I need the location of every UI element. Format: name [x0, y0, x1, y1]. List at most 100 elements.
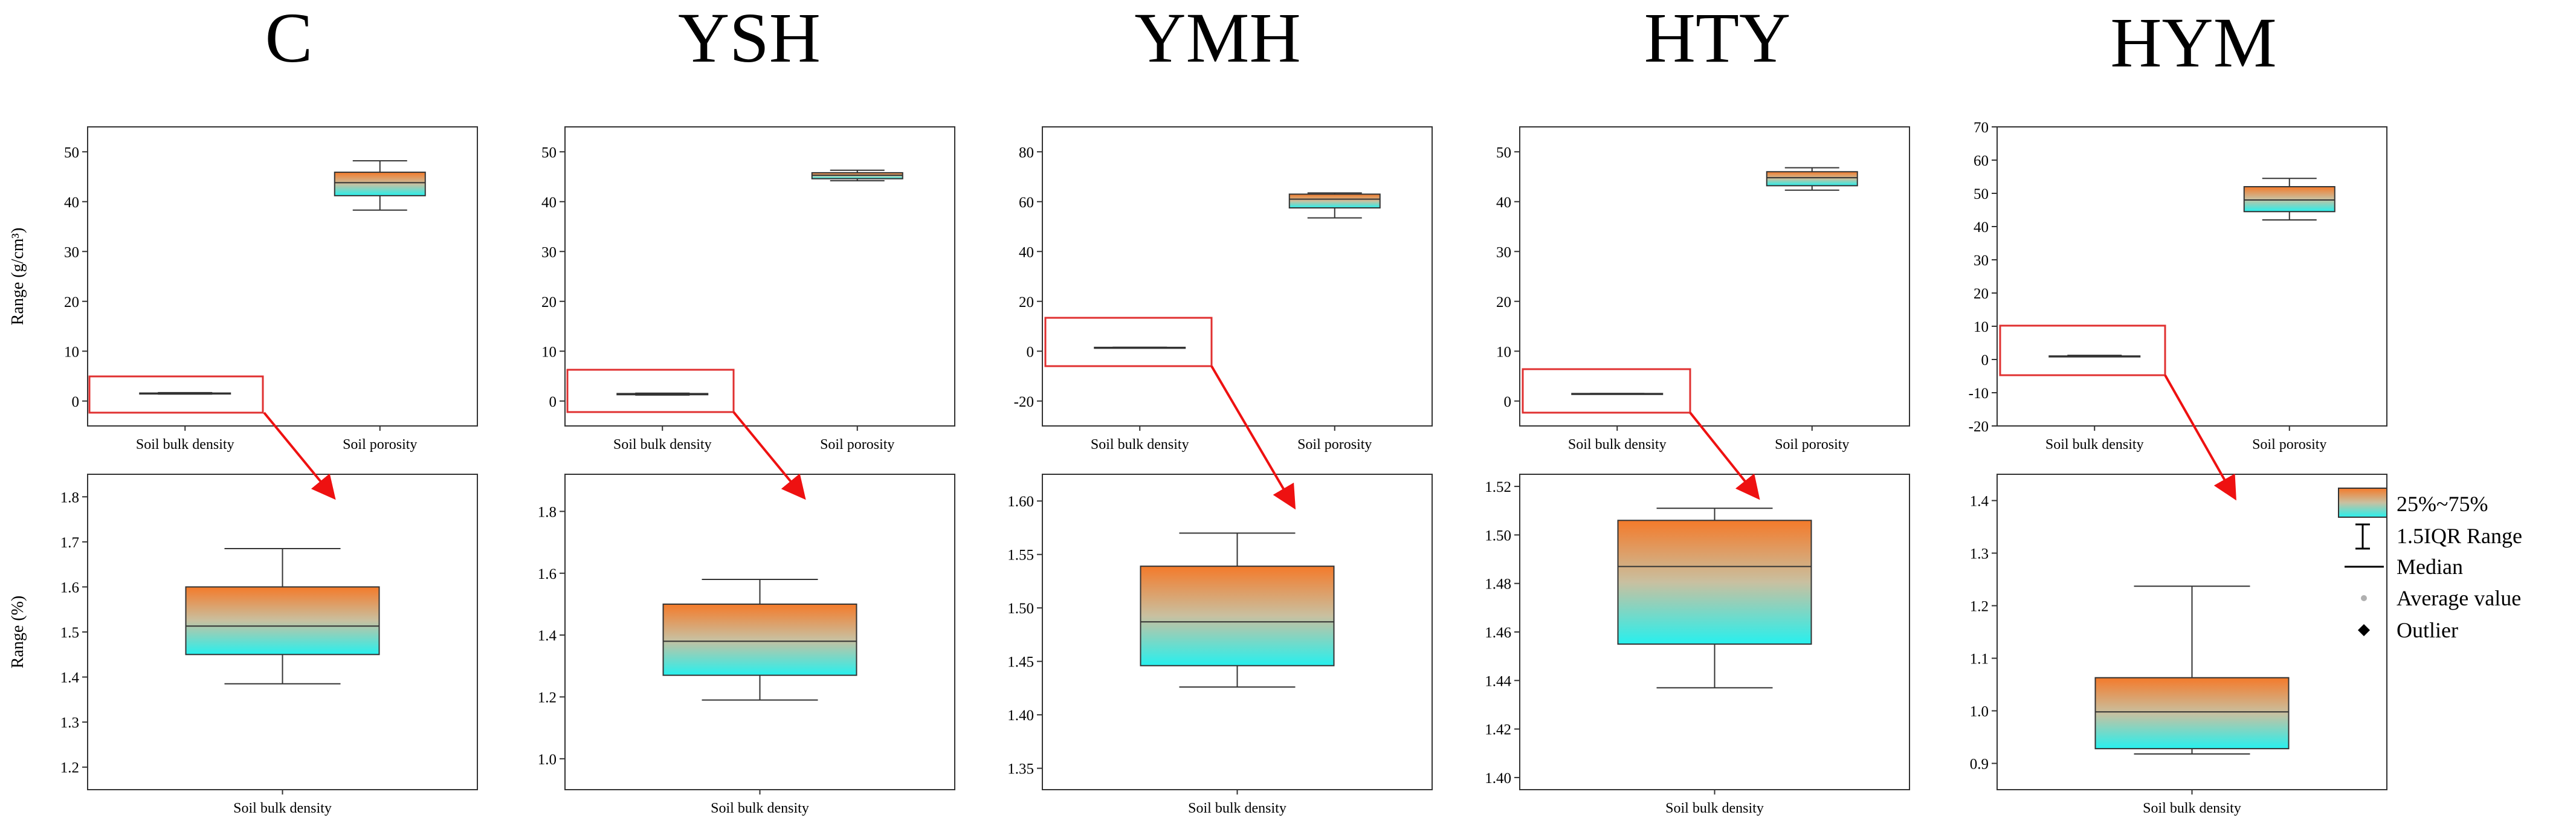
category-label: Soil bulk density: [2143, 801, 2241, 816]
y-tick-label: 1.7: [60, 535, 79, 551]
category-label: Soil porosity: [1297, 437, 1372, 453]
iqr-box: [662, 603, 857, 676]
y-tick-label: 1.0: [1970, 704, 1989, 720]
y-tick-label: 1.44: [1485, 673, 1511, 689]
category-label: Soil bulk density: [2045, 437, 2144, 453]
y-tick-label: 1.40: [1485, 770, 1511, 787]
y-tick-label: 40: [1019, 244, 1034, 260]
category-label: Soil bulk density: [233, 801, 332, 816]
y-tick-label: 1.42: [1485, 722, 1511, 738]
y-tick-label: 1.3: [60, 715, 79, 731]
y-tick-label: 1.6: [60, 579, 79, 596]
category-label: Soil porosity: [2252, 437, 2326, 453]
y-tick-label: 50: [1974, 186, 1989, 202]
zoom-highlight-box: [566, 369, 735, 413]
y-tick-label: 20: [64, 294, 79, 311]
zoom-highlight-box: [88, 375, 264, 414]
y-tick-label: 1.45: [1007, 654, 1034, 671]
y-tick-label: 70: [1974, 120, 1989, 136]
legend-box-swatch: [2338, 488, 2387, 518]
y-tick-label: 10: [64, 344, 79, 360]
category-label: Soil bulk density: [711, 801, 809, 816]
y-tick-label: 1.2: [60, 760, 79, 776]
y-tick-label: 20: [1019, 294, 1034, 311]
category-label: Soil bulk density: [1568, 437, 1667, 453]
y-axis-label: Range (g/cm³): [8, 228, 27, 326]
iqr-box: [1288, 193, 1381, 209]
y-tick-label: 1.60: [1007, 494, 1034, 510]
category-label: Soil porosity: [343, 437, 417, 453]
legend-box-label: 25%~75%: [2397, 492, 2488, 516]
iqr-box: [334, 172, 426, 196]
y-tick-label: 1.55: [1007, 547, 1034, 564]
category-label: Soil porosity: [820, 437, 894, 453]
y-tick-label: 1.48: [1485, 576, 1511, 593]
y-tick-label: 20: [1974, 286, 1989, 302]
y-tick-label: 40: [64, 195, 79, 211]
iqr-box: [1617, 520, 1812, 645]
y-tick-label: 1.3: [1970, 546, 1989, 562]
category-label: Soil porosity: [1775, 437, 1849, 453]
category-label: Soil bulk density: [1091, 437, 1189, 453]
y-tick-label: 60: [1974, 153, 1989, 169]
plot-frame: [1997, 126, 2387, 427]
y-tick-label: 0: [1504, 394, 1512, 410]
iqr-box: [2243, 186, 2336, 213]
legend-mean-label: Average value: [2397, 586, 2521, 610]
y-tick-label: 0: [1027, 344, 1035, 360]
y-tick-label: 1.0: [538, 752, 557, 768]
y-tick-label: 1.50: [1485, 527, 1511, 544]
y-tick-label: 1.6: [538, 566, 557, 582]
y-tick-label: 1.4: [1970, 494, 1989, 510]
y-tick-label: 1.35: [1007, 761, 1034, 778]
y-tick-label: 50: [541, 144, 557, 161]
panel-title: HYM: [2110, 3, 2276, 82]
plot-frame: [1042, 126, 1433, 427]
legend-outlier-icon: [2358, 624, 2370, 636]
y-tick-label: 20: [541, 294, 557, 311]
y-axis-label: Range (%): [8, 596, 27, 669]
y-tick-label: 10: [1974, 319, 1989, 335]
y-tick-label: 0: [72, 394, 80, 410]
zoom-arrow: [263, 411, 336, 500]
y-tick-label: 0: [549, 394, 557, 410]
y-tick-label: 0: [1981, 352, 1989, 369]
y-tick-label: 10: [1496, 344, 1511, 360]
zoom-arrow: [732, 411, 806, 500]
y-tick-label: 40: [1974, 219, 1989, 236]
y-tick-label: 1.8: [538, 504, 557, 520]
legend-mean-icon: [2361, 595, 2367, 601]
panel-title: HTY: [1644, 0, 1791, 77]
y-tick-label: 1.4: [60, 670, 80, 686]
y-tick-label: 1.52: [1485, 479, 1511, 495]
zoom-highlight-box: [1044, 317, 1213, 367]
zoom-arrow: [2164, 375, 2236, 501]
y-tick-label: 20: [1496, 294, 1511, 311]
y-tick-label: 1.2: [1970, 599, 1989, 615]
y-tick-label: 30: [64, 244, 79, 260]
legend-outlier-label: Outlier: [2397, 618, 2458, 642]
category-label: Soil bulk density: [1188, 801, 1286, 816]
legend-range-icon: [2355, 523, 2370, 550]
y-tick-label: 1.8: [60, 489, 79, 506]
y-tick-label: -20: [1969, 419, 1989, 435]
y-tick-label: 30: [541, 244, 557, 260]
y-tick-label: 1.4: [538, 628, 557, 644]
y-tick-label: 1.1: [1970, 651, 1989, 668]
category-label: Soil bulk density: [136, 437, 234, 453]
legend: 25%~75% 1.5IQR Range Median Average valu…: [2338, 488, 2522, 642]
category-label: Soil bulk density: [613, 437, 712, 453]
iqr-box: [185, 586, 380, 656]
y-tick-label: 1.50: [1007, 601, 1034, 617]
y-tick-label: 50: [1496, 144, 1511, 161]
y-tick-label: 50: [64, 144, 79, 161]
legend-range-label: 1.5IQR Range: [2397, 524, 2522, 548]
y-tick-label: 30: [1974, 253, 1989, 269]
y-tick-label: 40: [1496, 195, 1511, 211]
zoom-arrow: [1210, 365, 1296, 510]
y-tick-label: -20: [1014, 394, 1034, 410]
iqr-box: [2094, 677, 2290, 750]
y-tick-label: 1.46: [1485, 625, 1511, 641]
y-tick-label: 10: [541, 344, 557, 360]
